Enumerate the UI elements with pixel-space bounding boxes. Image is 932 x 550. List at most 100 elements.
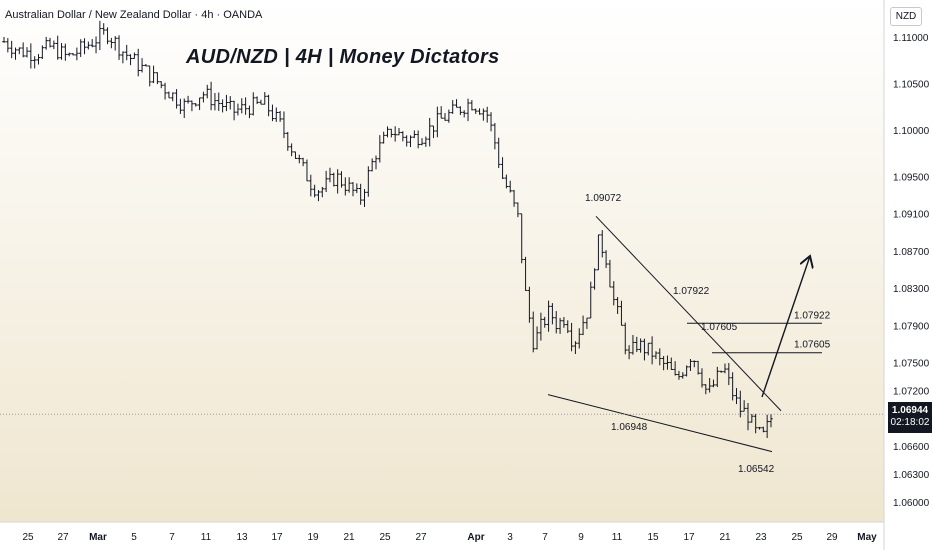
candle	[163, 82, 167, 100]
candle	[147, 65, 152, 87]
candle	[278, 110, 282, 122]
price-axis-background	[884, 0, 932, 550]
candle	[78, 39, 83, 57]
current-price-value: 1.06944	[891, 405, 929, 416]
time-tick-label: 25	[791, 532, 803, 543]
candle	[692, 360, 697, 368]
candle	[182, 98, 187, 118]
candle	[213, 93, 217, 111]
currency-badge[interactable]: NZD	[890, 7, 922, 26]
candle	[132, 52, 137, 59]
candle	[565, 320, 570, 334]
time-tick-label: 9	[578, 532, 584, 543]
candle	[144, 64, 148, 67]
candle	[343, 177, 348, 196]
chart-headline: AUD/NZD | 4H | Money Dictators	[186, 46, 500, 68]
candle	[577, 328, 582, 349]
candle	[704, 384, 708, 395]
candle	[201, 91, 206, 103]
candle	[170, 92, 175, 102]
candle	[527, 286, 532, 323]
candle	[178, 98, 183, 114]
annotations-group: 1.09072 1.07922 1.07605 1.06948 1.06542 1.079…	[585, 193, 831, 475]
pattern-overlay	[0, 215, 884, 453]
target-label: 1.07605	[794, 340, 831, 351]
candle	[324, 170, 328, 193]
candle	[439, 106, 443, 119]
time-axis[interactable]: 25 27 Mar 5 7 11 13 17 19 21 25 27 Apr 3 7 9 11 15 17 21 23 2…	[22, 532, 877, 543]
candle	[25, 47, 29, 58]
candle	[750, 414, 754, 423]
current-price-badge: 1.06944 02:18:02	[888, 402, 932, 433]
time-tick-label: 23	[755, 532, 767, 543]
candle	[151, 65, 156, 84]
price-annotation: 1.07605	[701, 322, 738, 333]
price-tick-label: 1.06300	[893, 470, 930, 481]
candle	[358, 183, 363, 205]
candle	[761, 426, 766, 433]
candle	[711, 379, 716, 388]
candle	[627, 345, 631, 360]
candle	[159, 81, 164, 89]
candle	[289, 143, 294, 157]
symbol-title: Australian Dollar / New Zealand Dollar ·…	[5, 9, 263, 21]
candle	[431, 125, 436, 139]
candle	[688, 359, 693, 371]
candle	[581, 315, 585, 336]
candle	[696, 360, 700, 375]
candle	[397, 128, 401, 136]
candle	[36, 54, 41, 65]
time-tick-label: 25	[379, 532, 391, 543]
candle	[297, 154, 302, 164]
candle	[128, 54, 133, 66]
candle	[619, 300, 624, 326]
candle	[259, 99, 263, 105]
time-tick-label: 21	[343, 532, 355, 543]
candle	[197, 97, 202, 111]
price-axis[interactable]: 1.11000 1.10500 1.10000 1.09500 1.09100 1.087…	[893, 33, 930, 509]
candle	[232, 100, 236, 121]
candle	[9, 40, 14, 59]
candle	[285, 131, 290, 151]
candle	[608, 259, 612, 288]
breakout-arrow	[761, 256, 810, 398]
time-tick-label: 15	[647, 532, 659, 543]
candle	[615, 297, 620, 315]
candle	[604, 250, 608, 268]
candle	[707, 378, 712, 393]
candle	[366, 166, 371, 197]
price-tick-label: 1.08700	[893, 247, 930, 258]
candle	[665, 355, 670, 370]
candle	[2, 36, 6, 43]
candle	[512, 190, 516, 207]
time-tick-label: 5	[131, 532, 137, 543]
candle	[558, 317, 562, 334]
candle	[370, 158, 374, 172]
price-tick-label: 1.07200	[893, 386, 930, 397]
candle	[757, 426, 762, 430]
candle	[124, 44, 129, 61]
candle	[216, 92, 221, 111]
candle	[477, 108, 482, 115]
candle	[220, 99, 225, 113]
candle	[155, 72, 160, 85]
candle	[470, 100, 474, 111]
candle	[105, 27, 110, 45]
candle	[55, 35, 60, 60]
price-tick-label: 1.06600	[893, 442, 930, 453]
candle	[443, 113, 447, 121]
price-tick-label: 1.09500	[893, 173, 930, 184]
candle	[224, 94, 229, 112]
candle	[67, 52, 71, 57]
candle	[339, 171, 344, 188]
candle	[381, 131, 386, 144]
price-tick-label: 1.07500	[893, 359, 930, 370]
time-tick-label: 7	[542, 532, 548, 543]
candle	[427, 117, 432, 147]
candle	[535, 326, 539, 350]
candle	[669, 357, 674, 370]
candle	[262, 91, 267, 105]
candle	[585, 317, 589, 329]
